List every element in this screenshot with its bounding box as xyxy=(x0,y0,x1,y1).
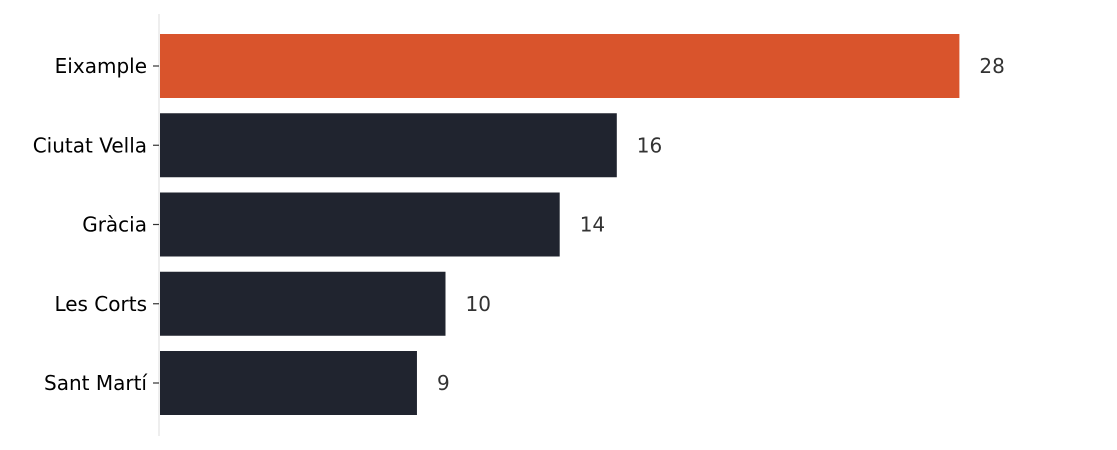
category-label-gracia: Gràcia xyxy=(82,213,147,237)
value-label-gracia: 14 xyxy=(580,213,605,237)
bar-sant-marti xyxy=(160,351,417,415)
category-label-sant-marti: Sant Martí xyxy=(44,371,148,395)
value-label-eixample: 28 xyxy=(979,54,1004,78)
value-labels-layer: 28 16 14 10 9 xyxy=(437,54,1005,395)
value-label-sant-marti: 9 xyxy=(437,371,450,395)
bar-les-corts xyxy=(160,271,446,336)
bar-eixample xyxy=(160,34,960,98)
bars-layer xyxy=(160,34,960,415)
value-label-les-corts: 10 xyxy=(466,292,491,316)
y-ticks-layer xyxy=(153,65,159,384)
bar-ciutat-vella xyxy=(160,113,617,178)
category-labels-layer: Eixample Ciutat Vella Gràcia Les Corts Sant … xyxy=(33,54,149,395)
bar-gracia xyxy=(160,192,560,257)
category-label-eixample: Eixample xyxy=(55,54,147,78)
category-label-les-corts: Les Corts xyxy=(54,292,147,316)
category-label-ciutat-vella: Ciutat Vella xyxy=(33,133,147,157)
value-label-ciutat-vella: 16 xyxy=(637,133,662,157)
